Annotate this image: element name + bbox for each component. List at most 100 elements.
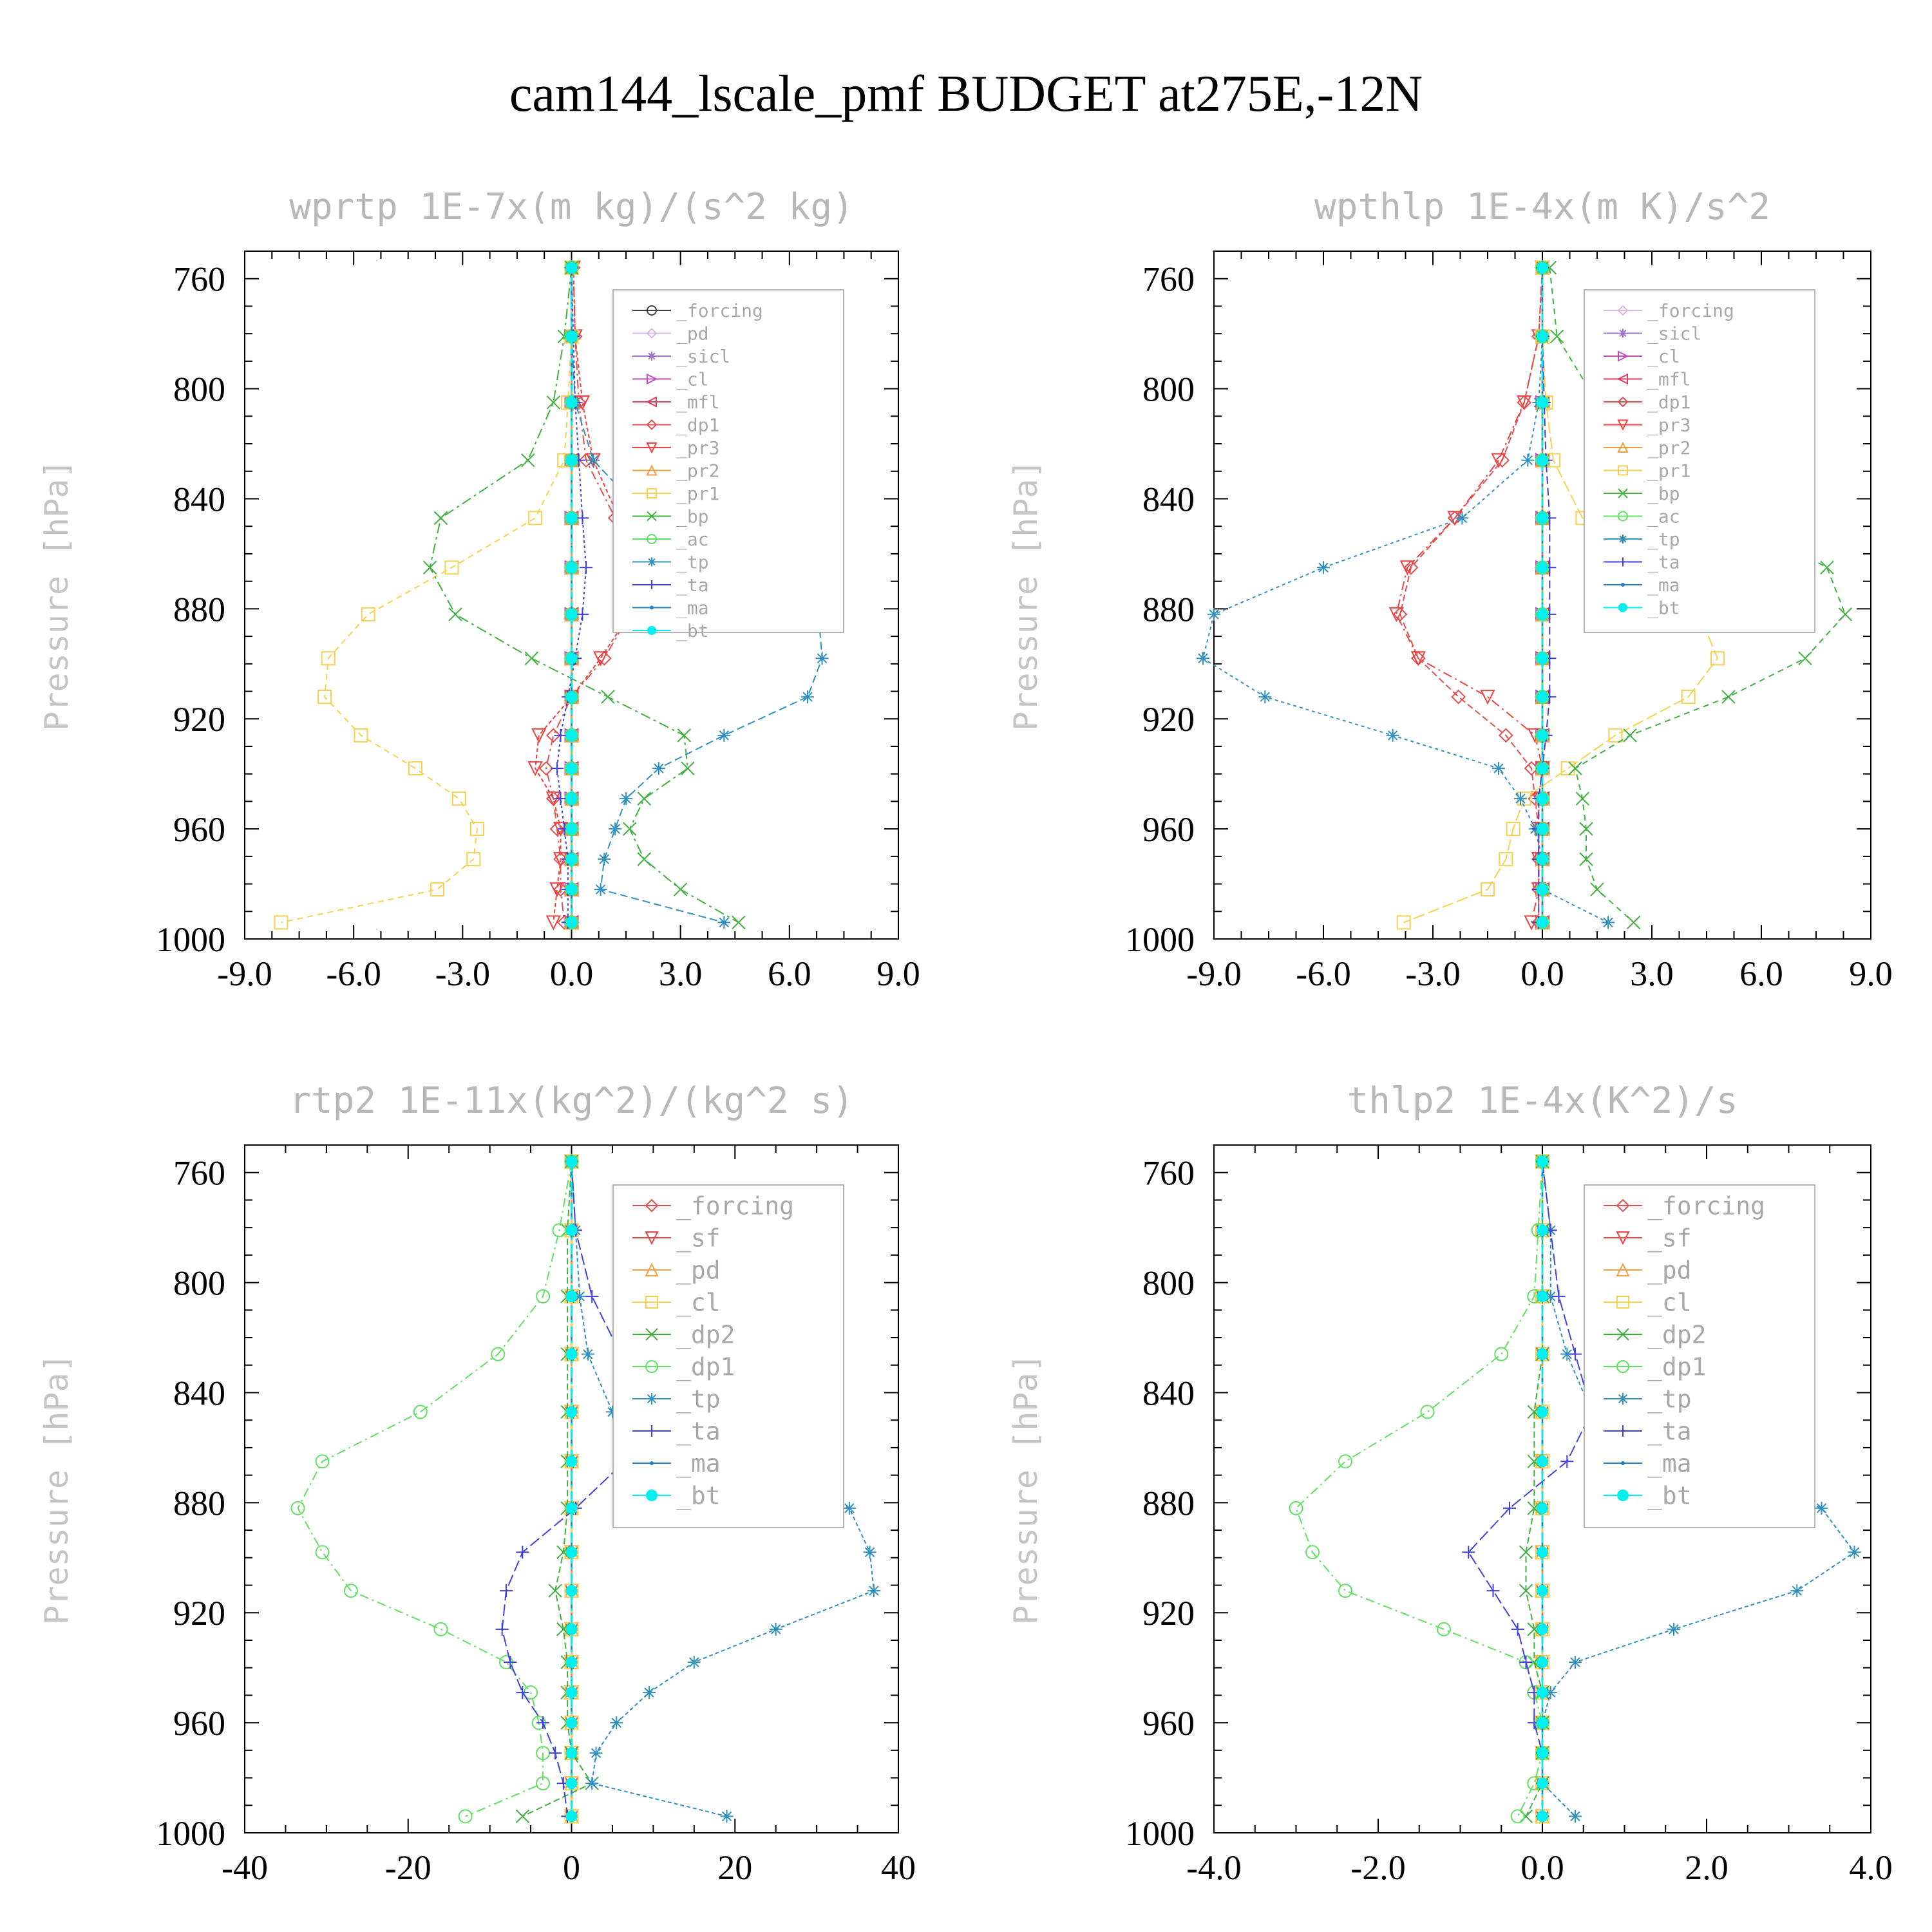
data-point-bp [1579, 822, 1593, 836]
y-tick-label: 760 [173, 260, 225, 299]
data-point-bp [422, 560, 437, 574]
data-point-tp [1569, 1656, 1582, 1669]
y-tick-label: 920 [173, 1594, 225, 1633]
data-point-bt [565, 652, 578, 665]
data-point-bt [1537, 1546, 1548, 1558]
legend-marker [1616, 1198, 1630, 1213]
y-axis-label: Pressure [hPa] [1007, 459, 1045, 730]
legend-marker [1621, 583, 1625, 587]
legend-marker [1616, 1328, 1629, 1341]
y-tick-label: 840 [1142, 480, 1195, 518]
legend-label: _sicl [1647, 323, 1701, 345]
data-point-tp [1317, 561, 1330, 574]
legend: _forcing _sf _pd _cl _dp2 _dp1 _tp _ta _ma _bt [612, 1184, 844, 1528]
series-line-tp [1542, 1161, 1855, 1817]
data-point-dp1 [343, 1584, 358, 1598]
data-point-dp1 [315, 1545, 330, 1560]
data-point-ta [1560, 1455, 1574, 1468]
data-point-dp1 [1338, 1584, 1352, 1598]
y-tick-label: 960 [1142, 1704, 1195, 1743]
legend-label: _sf [676, 1224, 721, 1253]
legend-marker [1617, 419, 1629, 431]
legend-label: _ma [1647, 1449, 1692, 1478]
legend-label: _cl [676, 1288, 721, 1317]
data-point-tp [1602, 916, 1615, 929]
data-point-ta [549, 1747, 562, 1760]
legend-label: _bt [676, 1481, 721, 1510]
legend-marker [1618, 535, 1627, 544]
data-point-pr3 [1517, 395, 1532, 411]
y-tick-label: 920 [1142, 1594, 1195, 1633]
data-point-bp [601, 690, 615, 704]
data-point-pr1 [321, 651, 336, 666]
legend-marker [1618, 350, 1629, 362]
legend-label: _ac [676, 529, 709, 551]
x-tick-label: 6.0 [1739, 954, 1783, 993]
data-point-bt [1537, 1502, 1548, 1514]
legend-label: _ma [676, 1449, 721, 1478]
data-point-dp2 [1527, 1501, 1541, 1515]
legend-label: _sf [1647, 1224, 1692, 1253]
legend-label: _dp2 [1647, 1320, 1707, 1349]
data-point-bt [565, 1546, 578, 1558]
data-point-bt [565, 1348, 578, 1360]
data-point-tp [1258, 690, 1272, 704]
data-point-bt [1537, 652, 1548, 665]
data-point-bp [1590, 882, 1604, 896]
data-point-pr1 [1710, 651, 1725, 666]
legend-label: _dp1 [1647, 1352, 1707, 1381]
legend-label: _ta [1647, 551, 1680, 573]
data-point-dp1 [1420, 1405, 1435, 1419]
data-point-tp [643, 1686, 656, 1700]
legend-marker [646, 328, 658, 339]
data-point-dp1 [1498, 728, 1513, 743]
data-point-bt [1537, 1777, 1548, 1790]
data-point-bp [521, 453, 535, 468]
data-point-dp1 [491, 1347, 506, 1361]
data-point-bt [1537, 1585, 1548, 1597]
data-point-tp [863, 1546, 876, 1559]
data-point-tp [1790, 1584, 1804, 1598]
legend-marker [1617, 1425, 1629, 1437]
y-tick-label: 800 [173, 370, 225, 409]
data-point-bt [1537, 562, 1548, 574]
data-point-bt [1537, 261, 1548, 274]
data-point-tp [1492, 762, 1505, 775]
legend-marker [1616, 1231, 1630, 1245]
data-point-tp [652, 762, 665, 775]
data-point-bt [565, 823, 578, 835]
series-line-ta [1538, 267, 1551, 923]
data-point-bt [1537, 1623, 1548, 1635]
legend-label: _tp [676, 551, 709, 573]
data-point-tp [842, 1501, 856, 1515]
data-point-dp1 [290, 1501, 305, 1515]
legend-marker [646, 1393, 658, 1405]
legend-label: _pr3 [1647, 414, 1690, 436]
data-point-pr1 [1481, 882, 1495, 897]
legend-marker [1616, 373, 1628, 385]
data-point-tp [1208, 607, 1220, 621]
x-tick-label: -6.0 [326, 954, 381, 993]
data-point-bt [1537, 916, 1548, 929]
legend-label: _bt [1647, 597, 1680, 619]
data-point-bp [1623, 728, 1637, 743]
data-point-bp [637, 852, 651, 866]
data-point-bp [1549, 329, 1564, 344]
legend-marker [645, 1296, 658, 1309]
x-tick-label: 2.0 [1685, 1848, 1728, 1887]
legend-box [612, 289, 844, 633]
legend-marker [647, 534, 657, 544]
data-point-ta [554, 728, 567, 742]
data-point-ta [1462, 1546, 1475, 1559]
series-line-ta [1468, 1161, 1593, 1817]
data-point-bt [1537, 330, 1548, 343]
x-tick-label: 20 [717, 1848, 752, 1887]
data-point-tp [585, 1777, 599, 1790]
legend-marker [647, 373, 658, 385]
data-point-bp [1838, 607, 1853, 621]
data-point-bt [1537, 512, 1548, 524]
data-point-bt [565, 1747, 578, 1759]
x-tick-label: -9.0 [217, 954, 272, 993]
data-point-tp [1521, 453, 1535, 467]
legend-marker [1617, 1393, 1629, 1405]
